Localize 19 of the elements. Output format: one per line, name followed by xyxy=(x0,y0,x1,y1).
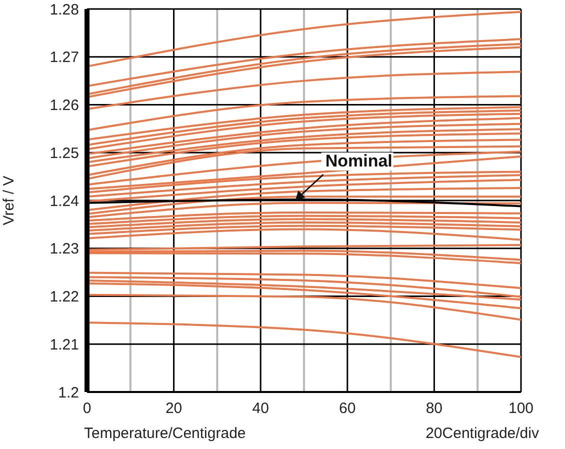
y-tick-label: 1.28 xyxy=(50,1,79,18)
y-tick-label: 1.25 xyxy=(50,144,79,162)
x-tick-label: 80 xyxy=(426,400,443,417)
y-axis-title: Vref / V xyxy=(0,176,18,226)
y-tick-label: 1.22 xyxy=(50,288,79,306)
y-tick-label: 1.23 xyxy=(50,240,79,258)
x-tick-label: 60 xyxy=(339,400,356,417)
x-tick-label: 100 xyxy=(508,400,534,417)
x-tick-label: 0 xyxy=(82,400,92,417)
x-tick-label: 20 xyxy=(165,400,182,417)
y-tick-label: 1.26 xyxy=(50,97,79,114)
text: 20Centigrade/div xyxy=(426,425,540,442)
y-tick-label: 1.27 xyxy=(50,49,79,66)
y-tick-label: 1.21 xyxy=(50,336,79,354)
y-tick-label: 1.24 xyxy=(50,192,79,210)
x-axis-title: Temperature/Centigrade xyxy=(84,425,246,442)
annotation: Nominal xyxy=(325,152,392,170)
x-tick-label: 40 xyxy=(252,400,269,417)
y-tick-label: 1.2 xyxy=(58,384,79,402)
